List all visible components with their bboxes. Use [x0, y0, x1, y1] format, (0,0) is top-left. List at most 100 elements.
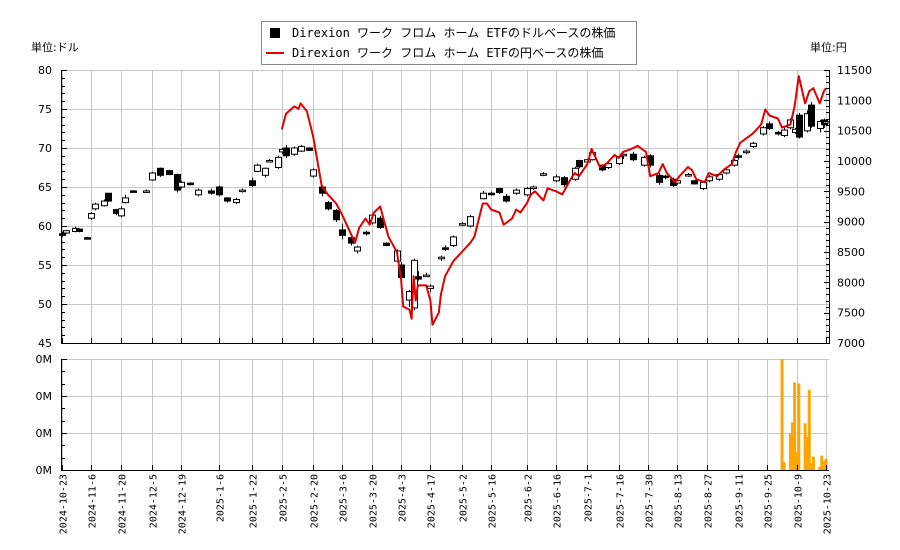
- candle-body: [216, 186, 223, 196]
- candle-body: [760, 127, 767, 135]
- candle-body: [750, 142, 757, 147]
- candle-body: [743, 150, 750, 154]
- x-axis-date-label: 2025-6-16: [553, 474, 564, 528]
- candle-body: [88, 213, 95, 219]
- volume-bar: [788, 433, 792, 470]
- x-axis-date-label: 2025-4-3: [398, 474, 409, 522]
- candle-body: [63, 230, 70, 234]
- x-axis-date-label: 2024-11-20: [118, 474, 129, 534]
- candle-body: [187, 182, 194, 186]
- candle-body: [423, 274, 430, 278]
- left-axis-label: 70: [38, 142, 52, 155]
- candle-body: [254, 164, 261, 172]
- volume-bar: [824, 458, 828, 470]
- candle-body: [438, 256, 445, 260]
- volume-bar: [782, 462, 786, 470]
- left-axis-label: 80: [38, 64, 52, 77]
- candle-body: [383, 242, 390, 247]
- yen-line-path: [280, 75, 827, 326]
- left-axis-label: 75: [38, 103, 52, 116]
- right-axis-label: 7500: [837, 307, 865, 320]
- candle-body: [685, 174, 692, 177]
- x-axis-date-label: 2025-5-16: [488, 474, 499, 528]
- x-axis-date-label: 2025-9-11: [735, 474, 746, 528]
- candle-body: [166, 170, 173, 176]
- right-axis-label: 11500: [837, 64, 872, 77]
- right-axis-label: 9500: [837, 185, 865, 198]
- volume-axis-label: 0M: [36, 464, 53, 477]
- axis-tick-labels: 45 50 55 60 65 70 75 80 7000 7500 8000 8500 9000 9500…: [36, 64, 873, 534]
- candle-body: [488, 192, 495, 196]
- volume-bar: [793, 382, 797, 470]
- candle-body: [415, 276, 422, 280]
- candle-body: [291, 147, 298, 155]
- x-axis-date-label: 2024-10-23: [59, 474, 70, 534]
- candle-body: [266, 159, 273, 163]
- candle-body: [208, 190, 215, 194]
- candle-body: [766, 123, 773, 129]
- right-axis-label: 10500: [837, 125, 872, 138]
- candle-body: [224, 197, 231, 202]
- right-axis-label: 9000: [837, 216, 865, 229]
- volume-bar: [818, 466, 822, 470]
- yen-price-line: [280, 75, 827, 326]
- candle-body: [333, 209, 340, 221]
- candle-body: [540, 173, 547, 176]
- x-axis-date-label: 2024-12-19: [178, 474, 189, 534]
- candle-body: [561, 177, 568, 186]
- candle-body: [76, 228, 83, 232]
- candle-body: [310, 169, 317, 177]
- candle-body: [377, 217, 384, 229]
- candle-body: [467, 216, 474, 227]
- candle-body: [233, 198, 240, 204]
- chart-legend: Direxion ワーク フロム ホーム ETFのドルベースの株価 Direxi…: [261, 21, 637, 65]
- candle-body: [92, 203, 99, 210]
- volume-bar: [820, 455, 824, 470]
- candle-body: [459, 223, 466, 226]
- volume-bar: [791, 422, 795, 470]
- right-axis-label: 10000: [837, 155, 872, 168]
- candle-body: [781, 129, 788, 137]
- candle-body: [442, 247, 449, 250]
- x-axis-date-label: 2025-6-2: [524, 474, 535, 522]
- candle-body: [823, 120, 830, 124]
- candle-body: [298, 145, 305, 152]
- candle-body: [122, 197, 129, 204]
- candle-body: [775, 131, 782, 135]
- volume-grid: [62, 359, 829, 471]
- x-axis-date-label: 2025-7-1: [584, 474, 595, 522]
- candle-body: [354, 246, 361, 252]
- chart-axes: [61, 70, 830, 471]
- candle-body: [656, 174, 663, 183]
- x-axis-date-label: 2025-10-23: [823, 474, 834, 534]
- left-axis-label: 55: [38, 259, 52, 272]
- red-line-icon: [266, 52, 284, 54]
- x-axis-date-label: 2025-7-30: [645, 474, 656, 528]
- volume-axis-label: 0M: [36, 353, 53, 366]
- x-axis-date-label: 2025-4-17: [427, 474, 438, 528]
- right-axis-label: 8500: [837, 246, 865, 259]
- candle-body: [605, 163, 612, 169]
- candle-body: [700, 181, 707, 190]
- left-axis-label: 45: [38, 337, 52, 350]
- x-axis-date-label: 2025-10-9: [794, 474, 805, 528]
- candle-body: [195, 189, 202, 196]
- candle-body: [283, 147, 290, 157]
- volume-bar: [811, 456, 815, 470]
- candle-body: [496, 188, 503, 193]
- candle-body: [325, 202, 332, 210]
- price-grid: [62, 70, 829, 344]
- volume-bars: [780, 359, 828, 470]
- candle-body: [553, 176, 560, 182]
- candle-body: [178, 181, 185, 188]
- candle-body: [630, 153, 637, 161]
- candle-body: [524, 188, 531, 196]
- x-axis-date-label: 2025-5-2: [459, 474, 470, 522]
- candle-body: [480, 192, 487, 200]
- x-axis-date-label: 2024-11-6: [88, 474, 99, 528]
- volume-axis-label: 0M: [36, 427, 53, 440]
- candle-body: [101, 200, 108, 207]
- right-axis-label: 7000: [837, 337, 865, 350]
